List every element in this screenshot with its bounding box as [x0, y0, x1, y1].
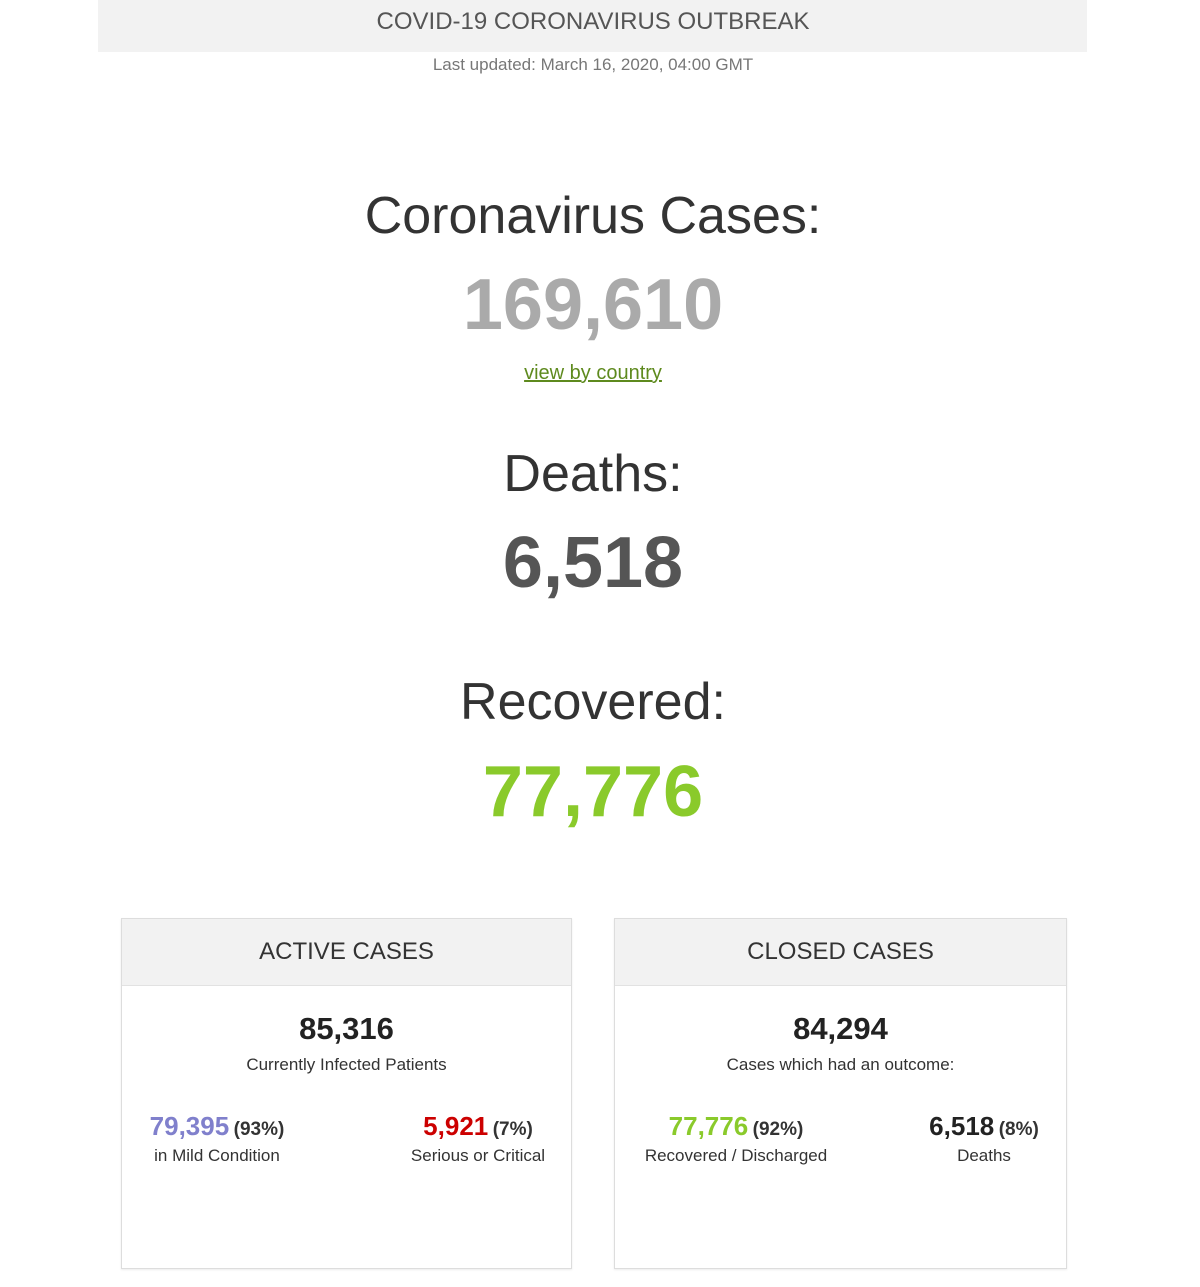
recovered-stat: 77,776 (92%) Recovered / Discharged [631, 1111, 841, 1166]
closed-cases-panel: CLOSED CASES 84,294 Cases which had an o… [614, 918, 1067, 1269]
cases-label: Coronavirus Cases: [364, 187, 822, 245]
active-cases-panel: ACTIVE CASES 85,316 Currently Infected P… [121, 918, 572, 1269]
mild-label: in Mild Condition [154, 1146, 280, 1165]
closed-recovered-value: 77,776 [668, 1111, 749, 1141]
page-title: COVID-19 CORONAVIRUS OUTBREAK [376, 8, 810, 35]
deaths-stat: 6,518 (8%) Deaths [879, 1111, 1089, 1166]
closed-deaths-value: 6,518 [929, 1111, 995, 1141]
closed-recovered-label: Recovered / Discharged [644, 1146, 828, 1165]
active-total: 85,316 [299, 1011, 394, 1046]
critical-stat: 5,921 (7%) Serious or Critical [373, 1111, 583, 1166]
critical-pct: (7%) [492, 1119, 533, 1140]
critical-value: 5,921 [423, 1111, 489, 1141]
closed-deaths-pct: (8%) [998, 1119, 1039, 1140]
mild-stat: 79,395 (93%) in Mild Condition [112, 1111, 322, 1166]
closed-subtitle: Cases which had an outcome: [726, 1055, 955, 1074]
deaths-value: 6,518 [502, 523, 684, 603]
panel-title: CLOSED CASES [615, 919, 1066, 986]
recovered-label: Recovered: [460, 673, 726, 731]
mild-value: 79,395 [149, 1111, 230, 1141]
closed-recovered-pct: (92%) [752, 1119, 804, 1140]
recovered-value: 77,776 [482, 752, 704, 832]
panel-title: ACTIVE CASES [122, 919, 571, 986]
last-updated: Last updated: March 16, 2020, 04:00 GMT [432, 55, 754, 74]
cases-value: 169,610 [462, 265, 724, 345]
critical-label: Serious or Critical [410, 1146, 546, 1165]
mild-pct: (93%) [233, 1119, 285, 1140]
closed-total: 84,294 [793, 1011, 888, 1046]
header-bar [98, 0, 1087, 52]
closed-deaths-label: Deaths [957, 1146, 1011, 1165]
view-by-country-link[interactable]: view by country [524, 362, 662, 384]
active-subtitle: Currently Infected Patients [246, 1055, 447, 1074]
deaths-label: Deaths: [503, 445, 683, 503]
